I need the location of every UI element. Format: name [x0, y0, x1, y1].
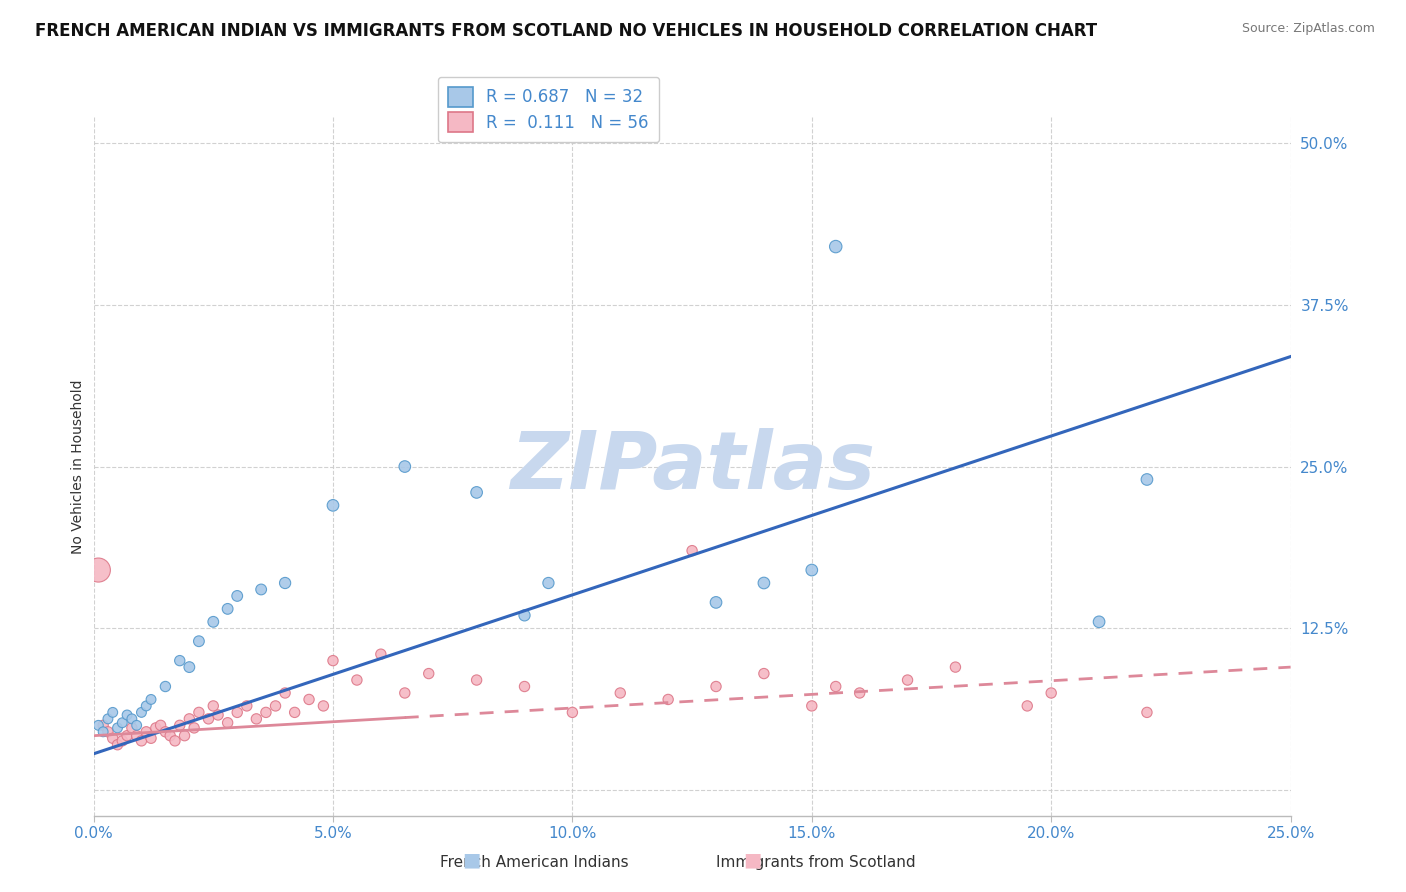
- Point: [1136, 706, 1159, 720]
- Point: [91, 718, 114, 732]
- Legend: R = 0.687   N = 32, R =  0.111   N = 56: R = 0.687 N = 32, R = 0.111 N = 56: [439, 77, 659, 143]
- Point: [111, 715, 134, 730]
- Point: [155, 724, 177, 739]
- Point: [187, 706, 209, 720]
- Point: [163, 734, 186, 748]
- Point: [848, 686, 870, 700]
- Y-axis label: No Vehicles in Household: No Vehicles in Household: [72, 379, 86, 554]
- Point: [1088, 615, 1111, 629]
- Point: [226, 589, 249, 603]
- Point: [179, 712, 201, 726]
- Point: [202, 698, 225, 713]
- Point: [465, 673, 488, 687]
- Point: [115, 729, 138, 743]
- Point: [107, 738, 129, 752]
- Point: [159, 729, 181, 743]
- Point: [657, 692, 679, 706]
- Point: [245, 712, 267, 726]
- Point: [704, 680, 727, 694]
- Point: [1040, 686, 1063, 700]
- Point: [513, 680, 536, 694]
- Text: ZIPatlas: ZIPatlas: [509, 427, 875, 506]
- Point: [131, 706, 153, 720]
- Text: Source: ZipAtlas.com: Source: ZipAtlas.com: [1241, 22, 1375, 36]
- Text: ■: ■: [461, 851, 481, 870]
- Point: [513, 608, 536, 623]
- Point: [1136, 473, 1159, 487]
- Point: [121, 712, 143, 726]
- Point: [217, 715, 239, 730]
- Point: [465, 485, 488, 500]
- Point: [250, 582, 273, 597]
- Point: [169, 654, 191, 668]
- Point: [418, 666, 440, 681]
- Point: [145, 721, 167, 735]
- Point: [183, 721, 205, 735]
- Point: [800, 563, 823, 577]
- Point: [537, 576, 560, 591]
- Point: [800, 698, 823, 713]
- Point: [394, 459, 416, 474]
- Point: [217, 602, 239, 616]
- Point: [101, 731, 124, 746]
- Point: [298, 692, 321, 706]
- Point: [312, 698, 335, 713]
- Point: [197, 712, 219, 726]
- Point: [394, 686, 416, 700]
- Point: [609, 686, 631, 700]
- Point: [139, 692, 162, 706]
- Point: [274, 686, 297, 700]
- Point: [139, 731, 162, 746]
- Point: [155, 680, 177, 694]
- Point: [207, 708, 229, 723]
- Point: [202, 615, 225, 629]
- Point: [1017, 698, 1039, 713]
- Point: [254, 706, 277, 720]
- Point: [945, 660, 967, 674]
- Point: [284, 706, 307, 720]
- Point: [896, 673, 918, 687]
- Point: [135, 724, 157, 739]
- Point: [97, 712, 120, 726]
- Point: [236, 698, 259, 713]
- Point: [824, 239, 846, 253]
- Point: [681, 543, 703, 558]
- Point: [135, 698, 157, 713]
- Point: [101, 706, 124, 720]
- Point: [561, 706, 583, 720]
- Point: [226, 706, 249, 720]
- Point: [264, 698, 287, 713]
- Point: [173, 729, 195, 743]
- Point: [179, 660, 201, 674]
- Point: [91, 724, 114, 739]
- Point: [346, 673, 368, 687]
- Point: [322, 499, 344, 513]
- Point: [370, 647, 392, 661]
- Text: French American Indians: French American Indians: [440, 855, 628, 870]
- Point: [87, 563, 110, 577]
- Point: [704, 595, 727, 609]
- Point: [824, 680, 846, 694]
- Text: Immigrants from Scotland: Immigrants from Scotland: [716, 855, 915, 870]
- Point: [107, 721, 129, 735]
- Point: [115, 708, 138, 723]
- Text: ■: ■: [742, 851, 762, 870]
- Point: [125, 718, 148, 732]
- Point: [111, 734, 134, 748]
- Point: [752, 576, 775, 591]
- Point: [274, 576, 297, 591]
- Point: [149, 718, 172, 732]
- Point: [131, 734, 153, 748]
- Point: [97, 724, 120, 739]
- Point: [752, 666, 775, 681]
- Point: [187, 634, 209, 648]
- Point: [87, 718, 110, 732]
- Point: [125, 729, 148, 743]
- Point: [121, 721, 143, 735]
- Point: [169, 718, 191, 732]
- Text: FRENCH AMERICAN INDIAN VS IMMIGRANTS FROM SCOTLAND NO VEHICLES IN HOUSEHOLD CORR: FRENCH AMERICAN INDIAN VS IMMIGRANTS FRO…: [35, 22, 1097, 40]
- Point: [322, 654, 344, 668]
